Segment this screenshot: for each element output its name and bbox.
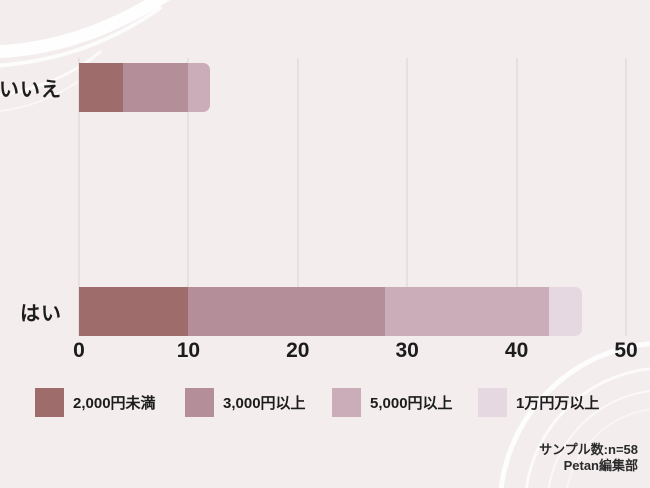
sample-size-note: サンプル数:n=58 bbox=[539, 442, 638, 457]
x-tick-label-50: 50 bbox=[614, 339, 638, 362]
bar-segment bbox=[188, 63, 211, 112]
legend-swatch bbox=[332, 388, 361, 417]
legend-swatch bbox=[185, 388, 214, 417]
bar-segment bbox=[385, 287, 550, 336]
bar-row-iie bbox=[79, 63, 626, 112]
bar-segment bbox=[79, 63, 123, 112]
legend-item-3: 5,000円以上 bbox=[332, 388, 453, 417]
legend-label: 2,000円未満 bbox=[73, 395, 156, 412]
x-tick-label-20: 20 bbox=[286, 339, 310, 362]
x-tick-label-0: 0 bbox=[73, 339, 85, 362]
gridline-40 bbox=[516, 58, 518, 336]
bar-segment bbox=[188, 287, 386, 336]
legend: 2,000円未満 3,000円以上 5,000円以上 1万円万以上 bbox=[0, 388, 650, 418]
gridline-50 bbox=[625, 58, 627, 336]
legend-item-2: 3,000円以上 bbox=[185, 388, 306, 417]
gridline-0 bbox=[78, 58, 80, 336]
bar-segment bbox=[79, 287, 189, 336]
legend-item-4: 1万円万以上 bbox=[478, 388, 599, 417]
gridline-30 bbox=[406, 58, 408, 336]
legend-swatch bbox=[35, 388, 64, 417]
category-label-iie: いいえ bbox=[0, 79, 62, 101]
x-axis-ticks: 0 10 20 30 40 50 bbox=[73, 339, 638, 367]
bar-segment bbox=[122, 63, 189, 112]
plot-area bbox=[78, 58, 627, 336]
legend-swatch bbox=[478, 388, 507, 417]
legend-item-1: 2,000円未満 bbox=[35, 388, 156, 417]
credit-note: Petan編集部 bbox=[563, 458, 638, 473]
category-label-hai: はい bbox=[20, 303, 62, 325]
gridline-20 bbox=[297, 58, 299, 336]
gridline-10 bbox=[187, 58, 189, 336]
legend-label: 1万円万以上 bbox=[516, 395, 600, 412]
x-tick-label-30: 30 bbox=[395, 339, 419, 362]
bar-row-hai bbox=[79, 287, 626, 336]
legend-label: 5,000円以上 bbox=[370, 395, 453, 412]
x-tick-label-40: 40 bbox=[504, 339, 529, 362]
legend-label: 3,000円以上 bbox=[223, 395, 306, 412]
footer-note: サンプル数:n=58 Petan編集部 bbox=[539, 442, 638, 474]
x-tick-label-10: 10 bbox=[176, 339, 201, 362]
bar-segment bbox=[549, 287, 583, 336]
